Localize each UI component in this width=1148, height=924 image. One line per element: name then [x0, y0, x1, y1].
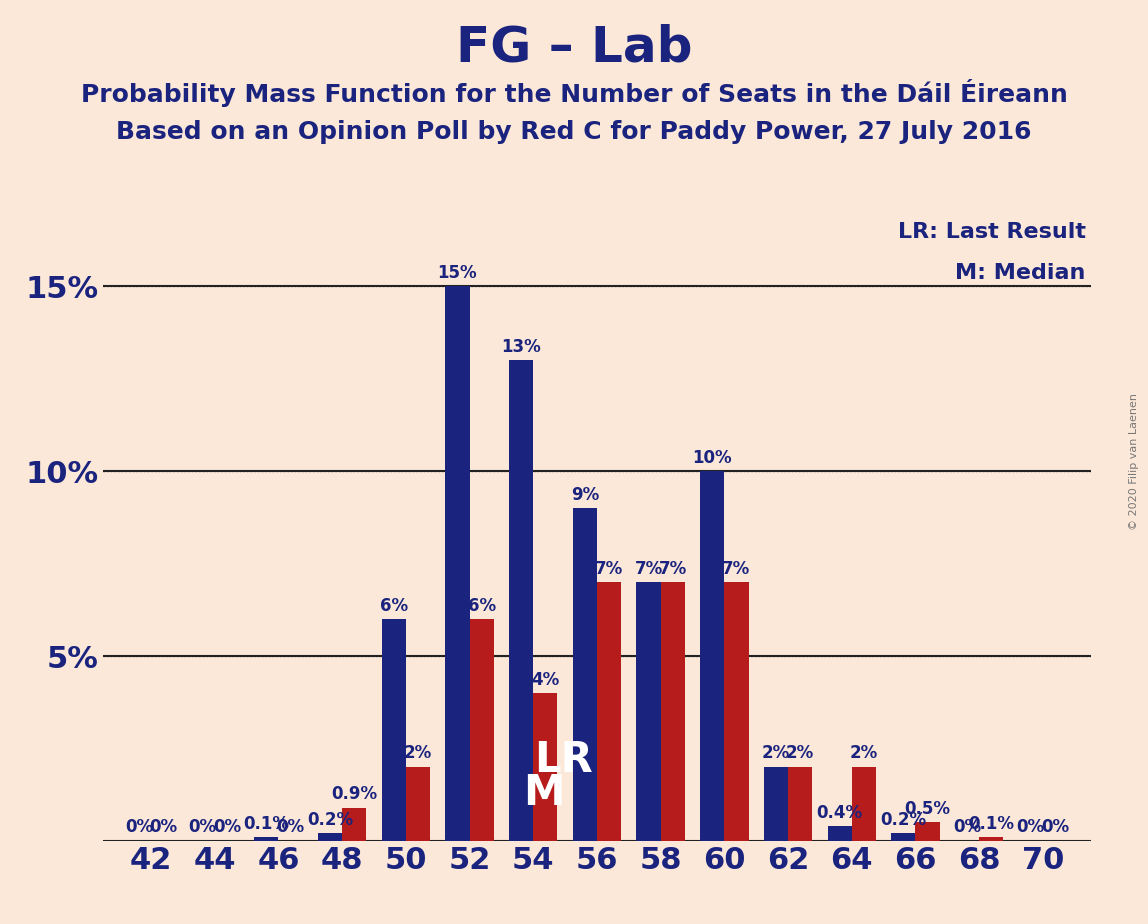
- Text: 0%: 0%: [188, 819, 217, 836]
- Text: 7%: 7%: [722, 560, 751, 578]
- Text: 0.2%: 0.2%: [881, 811, 926, 829]
- Bar: [788, 767, 813, 841]
- Bar: [763, 767, 788, 841]
- Text: 0.9%: 0.9%: [332, 785, 378, 803]
- Bar: [828, 826, 852, 841]
- Text: 0%: 0%: [212, 819, 241, 836]
- Text: 0%: 0%: [1017, 819, 1045, 836]
- Bar: [534, 693, 558, 841]
- Text: LR: LR: [535, 738, 594, 781]
- Text: LR: Last Result: LR: Last Result: [898, 222, 1086, 242]
- Bar: [700, 471, 724, 841]
- Text: 13%: 13%: [502, 338, 541, 356]
- Text: 0.1%: 0.1%: [968, 815, 1014, 833]
- Text: 9%: 9%: [571, 486, 599, 504]
- Bar: [724, 582, 748, 841]
- Text: © 2020 Filip van Laenen: © 2020 Filip van Laenen: [1130, 394, 1139, 530]
- Text: 4%: 4%: [532, 671, 559, 688]
- Text: 0%: 0%: [1041, 819, 1069, 836]
- Text: 10%: 10%: [692, 449, 732, 467]
- Text: Probability Mass Function for the Number of Seats in the Dáil Éireann: Probability Mass Function for the Number…: [80, 79, 1068, 106]
- Bar: [597, 582, 621, 841]
- Text: 0.1%: 0.1%: [243, 815, 289, 833]
- Text: FG – Lab: FG – Lab: [456, 23, 692, 71]
- Text: 0.4%: 0.4%: [816, 804, 862, 821]
- Text: 7%: 7%: [595, 560, 623, 578]
- Bar: [660, 582, 685, 841]
- Text: 7%: 7%: [635, 560, 662, 578]
- Bar: [342, 808, 366, 841]
- Text: 0%: 0%: [277, 819, 304, 836]
- Text: M: Median: M: Median: [955, 262, 1086, 283]
- Text: 2%: 2%: [786, 745, 814, 762]
- Text: 2%: 2%: [404, 745, 432, 762]
- Bar: [318, 833, 342, 841]
- Text: 15%: 15%: [437, 264, 478, 282]
- Text: 6%: 6%: [380, 597, 408, 614]
- Text: 0.2%: 0.2%: [307, 811, 354, 829]
- Text: Based on an Opinion Poll by Red C for Paddy Power, 27 July 2016: Based on an Opinion Poll by Red C for Pa…: [116, 120, 1032, 144]
- Bar: [406, 767, 430, 841]
- Bar: [254, 837, 279, 841]
- Bar: [445, 286, 470, 841]
- Bar: [852, 767, 876, 841]
- Text: 2%: 2%: [762, 745, 790, 762]
- Bar: [381, 619, 406, 841]
- Text: 6%: 6%: [467, 597, 496, 614]
- Bar: [979, 837, 1003, 841]
- Bar: [915, 822, 940, 841]
- Bar: [470, 619, 494, 841]
- Text: M: M: [523, 772, 565, 814]
- Text: 0%: 0%: [125, 819, 153, 836]
- Text: 0%: 0%: [149, 819, 177, 836]
- Text: 0%: 0%: [953, 819, 982, 836]
- Text: 0.5%: 0.5%: [905, 800, 951, 818]
- Text: 7%: 7%: [659, 560, 687, 578]
- Bar: [891, 833, 915, 841]
- Bar: [509, 360, 534, 841]
- Bar: [573, 508, 597, 841]
- Bar: [636, 582, 660, 841]
- Text: 2%: 2%: [850, 745, 878, 762]
